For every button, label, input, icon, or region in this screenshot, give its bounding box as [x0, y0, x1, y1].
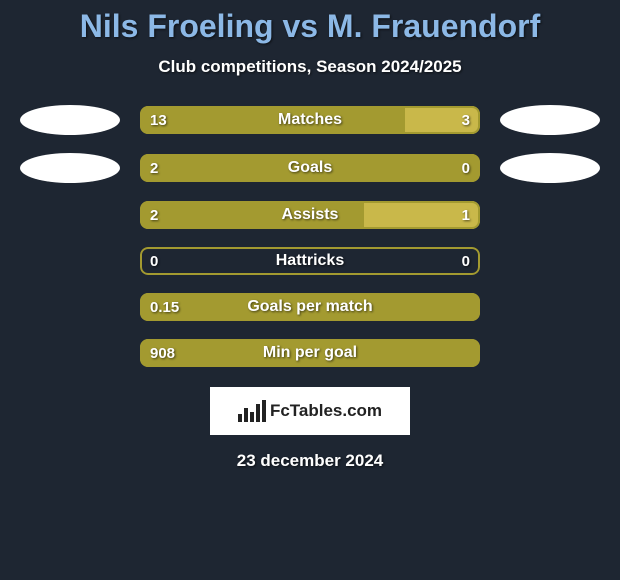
- comparison-row: 0.15Goals per match: [0, 293, 620, 321]
- comparison-rows: 133Matches 20Goals 21Assists 00Hattricks 0.1…: [0, 105, 620, 367]
- stat-bar: 21Assists: [140, 201, 480, 229]
- page-title: Nils Froeling vs M. Frauendorf: [0, 8, 620, 45]
- team-shape-left: [20, 105, 120, 135]
- stat-bar: 133Matches: [140, 106, 480, 134]
- stat-bar: 0.15Goals per match: [140, 293, 480, 321]
- subtitle: Club competitions, Season 2024/2025: [0, 57, 620, 77]
- team-shape-right: [500, 105, 600, 135]
- stat-bar: 00Hattricks: [140, 247, 480, 275]
- stat-label: Hattricks: [140, 247, 480, 275]
- stat-label: Min per goal: [140, 339, 480, 367]
- comparison-row: 21Assists: [0, 201, 620, 229]
- stat-bar: 20Goals: [140, 154, 480, 182]
- date-label: 23 december 2024: [0, 451, 620, 471]
- team-shape-left: [20, 153, 120, 183]
- comparison-row: 00Hattricks: [0, 247, 620, 275]
- comparison-row: 908Min per goal: [0, 339, 620, 367]
- stat-label: Goals: [140, 154, 480, 182]
- bar-chart-icon: [238, 400, 266, 422]
- stat-label: Assists: [140, 201, 480, 229]
- source-badge: FcTables.com: [210, 387, 410, 435]
- comparison-row: 133Matches: [0, 105, 620, 135]
- badge-text: FcTables.com: [270, 401, 382, 421]
- infographic-container: Nils Froeling vs M. Frauendorf Club comp…: [0, 0, 620, 471]
- team-shape-right: [500, 153, 600, 183]
- stat-label: Matches: [140, 106, 480, 134]
- stat-bar: 908Min per goal: [140, 339, 480, 367]
- comparison-row: 20Goals: [0, 153, 620, 183]
- stat-label: Goals per match: [140, 293, 480, 321]
